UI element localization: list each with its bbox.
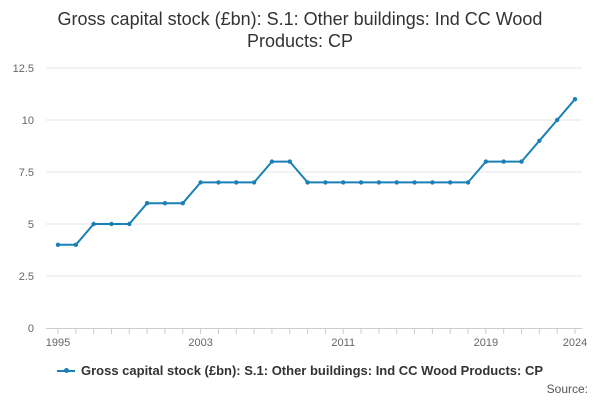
data-point-2002 <box>180 201 185 206</box>
y-tick-label-2: 5 <box>28 219 34 231</box>
data-point-2009 <box>305 180 310 185</box>
data-point-2018 <box>465 180 471 185</box>
data-point-1998 <box>109 221 114 227</box>
data-point-1996 <box>73 242 79 247</box>
data-point-2000 <box>144 201 150 206</box>
data-point-2020 <box>501 159 506 164</box>
data-point-2014 <box>394 180 399 185</box>
data-point-1999 <box>127 221 132 227</box>
data-point-1997 <box>91 221 96 227</box>
data-point-2022 <box>537 138 542 143</box>
x-tick-label-0: 1995 <box>46 337 70 349</box>
data-point-2021 <box>519 159 524 164</box>
source-label: Source: <box>546 382 588 396</box>
x-axis: 1995 2003 2011 2019 2024 <box>46 328 587 349</box>
data-point-2013 <box>376 180 382 185</box>
data-point-2015 <box>412 180 417 185</box>
y-axis-ticks: 0 2.5 5 7.5 10 12.5 <box>13 63 34 335</box>
data-point-2017 <box>448 180 453 185</box>
data-point-2005 <box>234 180 239 185</box>
x-tick-label-4: 2024 <box>563 337 587 349</box>
data-point-2023 <box>554 117 560 123</box>
x-tick-label-3: 2019 <box>474 337 498 349</box>
data-point-2006 <box>251 180 257 185</box>
x-tick-label-1: 2003 <box>188 337 212 349</box>
gridlines <box>46 67 582 277</box>
data-point-2011 <box>341 180 346 185</box>
data-point-2004 <box>216 180 221 185</box>
y-tick-label-5: 12.5 <box>13 63 34 75</box>
data-point-2024 <box>572 97 578 102</box>
data-point-2012 <box>358 180 364 185</box>
data-point-1995 <box>55 242 61 247</box>
legend[interactable]: Gross capital stock (£bn): S.1: Other bu… <box>0 362 600 380</box>
data-point-2010 <box>323 180 328 185</box>
legend-swatch-icon <box>56 366 75 376</box>
chart-title: Gross capital stock (£bn): S.1: Other bu… <box>57 9 543 51</box>
data-point-2001 <box>162 201 168 206</box>
data-point-2019 <box>483 159 489 164</box>
series-line-0 <box>57 98 576 246</box>
y-tick-label-1: 2.5 <box>19 271 34 283</box>
x-tick-label-2: 2011 <box>331 337 355 349</box>
y-tick-label-4: 10 <box>22 115 34 127</box>
legend-label: Gross capital stock (£bn): S.1: Other bu… <box>80 363 543 378</box>
y-tick-label-0: 0 <box>28 323 34 335</box>
data-point-2016 <box>430 180 435 185</box>
data-point-2003 <box>198 180 203 185</box>
data-point-2008 <box>287 159 292 164</box>
y-tick-label-3: 7.5 <box>19 167 34 179</box>
series-group <box>55 97 578 247</box>
data-point-2007 <box>269 159 275 164</box>
